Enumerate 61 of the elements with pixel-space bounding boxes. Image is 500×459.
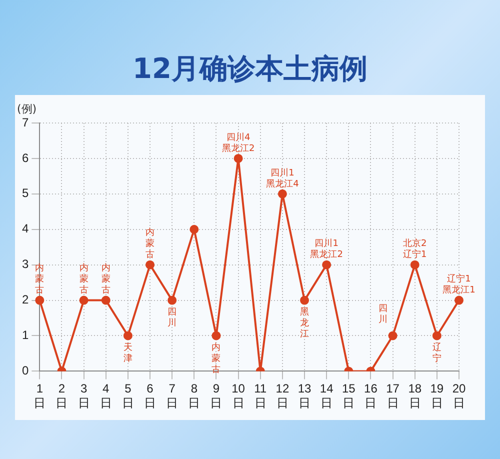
annotation: 内蒙古 — [79, 262, 88, 296]
y-tick-label: 6 — [22, 150, 29, 165]
annotation: 黑龙江 — [300, 306, 310, 340]
point — [212, 331, 221, 340]
annotation: 四川1 黑龙江2 — [310, 238, 343, 260]
x-tick-label: 19日 — [430, 382, 444, 410]
point — [146, 260, 155, 270]
point — [101, 296, 110, 305]
point — [35, 296, 44, 305]
x-tick-label: 14日 — [320, 382, 334, 410]
x-tick-label: 8日 — [188, 382, 200, 410]
x-tick-label: 4日 — [100, 382, 112, 410]
x-tick-label: 5日 — [122, 382, 134, 410]
point — [278, 189, 287, 198]
point — [168, 296, 177, 305]
y-tick-label: 1 — [22, 328, 29, 342]
x-tick-label: 17日 — [386, 382, 400, 410]
x-tick-label: 20日 — [452, 382, 466, 410]
y-tick-label: 5 — [22, 186, 29, 200]
point — [123, 331, 132, 340]
point — [79, 296, 88, 305]
x-tick-label: 2日 — [56, 382, 68, 410]
annotation: 内蒙古 — [212, 342, 221, 376]
x-tick-label: 13日 — [298, 382, 312, 410]
annotation: 内蒙古 — [35, 262, 44, 296]
point — [388, 331, 398, 340]
annotation: 内蒙古 — [101, 262, 110, 296]
annotation: 内蒙古 — [146, 227, 155, 260]
y-axis-title: (例) — [17, 102, 37, 116]
point — [454, 296, 464, 305]
annotation: 天津 — [123, 342, 132, 364]
annotation: 四川4 黑龙江2 — [222, 132, 255, 154]
annotation: 辽宁 — [432, 342, 442, 364]
annotation: 辽宁1 黑龙江1 — [442, 274, 476, 296]
point — [300, 296, 310, 305]
x-tick-label: 3日 — [78, 382, 90, 410]
y-tick-label: 7 — [22, 115, 29, 130]
x-tick-label: 7日 — [166, 382, 178, 410]
y-tick-label: 3 — [22, 257, 29, 272]
annotation: 北京2 辽宁1 — [402, 238, 427, 260]
point — [322, 260, 332, 270]
x-tick-label: 6日 — [144, 382, 156, 410]
x-tick-label: 12日 — [276, 382, 290, 410]
annotation: 四川 — [378, 304, 388, 326]
point — [432, 331, 442, 340]
point — [190, 224, 199, 234]
y-tick-label: 4 — [22, 222, 29, 236]
x-tick-label: 18日 — [408, 382, 422, 410]
x-tick-label: 16日 — [364, 382, 378, 410]
point — [410, 260, 420, 270]
point — [234, 154, 243, 163]
x-tick-label: 15日 — [342, 382, 356, 410]
annotation: 四川 — [168, 308, 177, 329]
x-tick-label: 9日 — [210, 382, 222, 410]
x-tick-label: 1日 — [34, 382, 46, 410]
annotation: 四川1 黑龙江4 — [266, 167, 300, 190]
x-tick-label: 11日 — [254, 382, 267, 410]
y-tick-label: 0 — [22, 364, 29, 378]
x-tick-label: 10日 — [232, 382, 246, 410]
y-tick-label: 2 — [22, 292, 29, 307]
chart-title: 12月确诊本土病例 — [132, 51, 368, 87]
